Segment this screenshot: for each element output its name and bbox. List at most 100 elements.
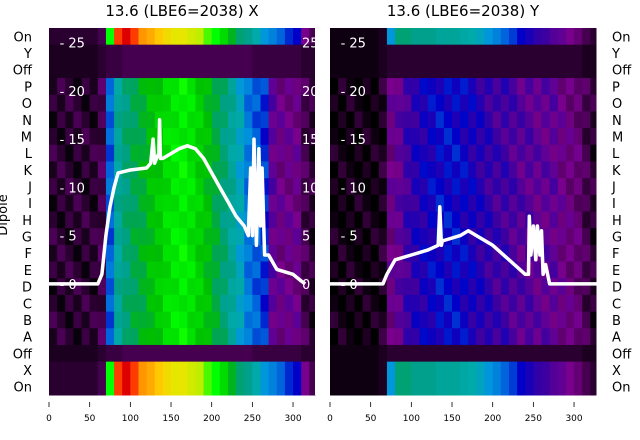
heatmap-cell: [268, 311, 278, 329]
heatmap-cell: [492, 261, 502, 279]
heatmap-cell: [284, 94, 294, 112]
heatmap-cell: [309, 294, 316, 313]
heatmap-cell: [443, 111, 453, 129]
heatmap-cell: [252, 244, 261, 263]
heatmap-cell: [508, 128, 518, 146]
heatmap-cell: [171, 294, 180, 313]
heatmap-cell: [427, 228, 437, 246]
heatmap-cell: [582, 61, 591, 79]
heatmap-cell: [146, 378, 156, 396]
heatmap-cell: [590, 111, 597, 129]
heatmap-cell: [301, 378, 310, 396]
heatmap-cell: [435, 294, 445, 313]
row-label-right: P: [612, 80, 620, 95]
heatmap-cell: [411, 44, 420, 62]
heatmap-cell: [574, 178, 583, 196]
heatmap-cell: [582, 244, 591, 263]
heatmap-cell: [97, 328, 107, 346]
heatmap-cell: [130, 128, 139, 146]
heatmap-cell: [525, 94, 534, 112]
heatmap-cell: [549, 61, 559, 79]
heatmap-cell: [346, 261, 355, 279]
row-label-left: X: [23, 364, 32, 379]
heatmap-cell: [293, 344, 302, 363]
heatmap-cell: [276, 94, 286, 112]
heatmap-cell: [227, 261, 237, 279]
heatmap-cell: [260, 378, 270, 396]
heatmap-cell: [378, 244, 388, 263]
heatmap-cell: [284, 161, 294, 179]
heatmap-cell: [500, 311, 510, 329]
heatmap-cell: [362, 344, 372, 363]
heatmap-cell: [565, 194, 575, 212]
heatmap-cell: [403, 228, 412, 246]
heatmap-cell: [427, 128, 437, 146]
heatmap-cell: [549, 44, 559, 62]
heatmap-cell: [452, 278, 461, 296]
heatmap-cell: [252, 111, 261, 129]
heatmap-cell: [411, 328, 420, 346]
heatmap-cell: [227, 244, 237, 263]
heatmap-cell: [114, 94, 123, 112]
heatmap-cell: [468, 194, 477, 212]
heatmap-cell: [362, 244, 372, 263]
heatmap-cell: [370, 211, 380, 229]
heatmap-cell: [97, 144, 107, 162]
heatmap-cell: [452, 94, 461, 112]
heatmap-cell: [187, 211, 196, 229]
heatmap-cell: [476, 328, 486, 346]
heatmap-cell: [549, 194, 559, 212]
heatmap-cell: [154, 294, 164, 313]
row-label-right: Off: [612, 347, 632, 362]
heatmap-cell: [362, 361, 372, 379]
heatmap-cell: [146, 211, 156, 229]
heatmap-cell: [500, 178, 510, 196]
heatmap-cell: [443, 344, 453, 363]
heatmap-cell: [284, 128, 294, 146]
heatmap-cell: [443, 44, 453, 62]
heatmap-cell: [484, 278, 494, 296]
heatmap-cell: [427, 111, 437, 129]
heatmap-cell: [533, 78, 542, 96]
heatmap-cell: [395, 378, 404, 396]
heatmap-cell: [236, 61, 245, 79]
heatmap-cell: [219, 161, 229, 179]
heatmap-cell: [525, 161, 534, 179]
heatmap-cell: [89, 261, 99, 279]
heatmap-cell: [427, 194, 437, 212]
heatmap-cell: [354, 128, 364, 146]
heatmap-cell: [81, 378, 91, 396]
heatmap-cell: [557, 128, 567, 146]
heatmap-cell: [301, 278, 310, 296]
heatmap-cell: [378, 344, 388, 363]
row-label-right: D: [612, 281, 622, 296]
heatmap-cell: [590, 228, 597, 246]
heatmap-cell: [492, 211, 502, 229]
heatmap-cell: [508, 278, 518, 296]
heatmap-cell: [419, 278, 429, 296]
heatmap-cell: [460, 94, 469, 112]
heatmap-cell: [57, 194, 66, 212]
heatmap-cell: [187, 144, 196, 162]
heatmap-cell: [330, 378, 339, 396]
heatmap-cell: [460, 261, 469, 279]
heatmap-cell: [484, 361, 494, 379]
heatmap-cell: [154, 44, 164, 62]
heatmap-cell: [460, 61, 469, 79]
heatmap-cell: [268, 28, 278, 46]
heatmap-cell: [130, 94, 139, 112]
heatmap-cell: [541, 194, 551, 212]
heatmap-cell: [138, 261, 148, 279]
heatmap-cell: [370, 61, 380, 79]
heatmap-cell: [122, 211, 131, 229]
heatmap-cell: [411, 28, 420, 46]
heatmap-cell: [557, 344, 567, 363]
heatmap-cell: [330, 228, 339, 246]
heatmap-cell: [330, 178, 339, 196]
heatmap-cell: [211, 378, 221, 396]
heatmap-cell: [301, 28, 310, 46]
heatmap-cell: [65, 244, 74, 263]
row-label-right: N: [612, 114, 622, 129]
heatmap-cell: [73, 211, 83, 229]
heatmap-cell: [533, 294, 542, 313]
